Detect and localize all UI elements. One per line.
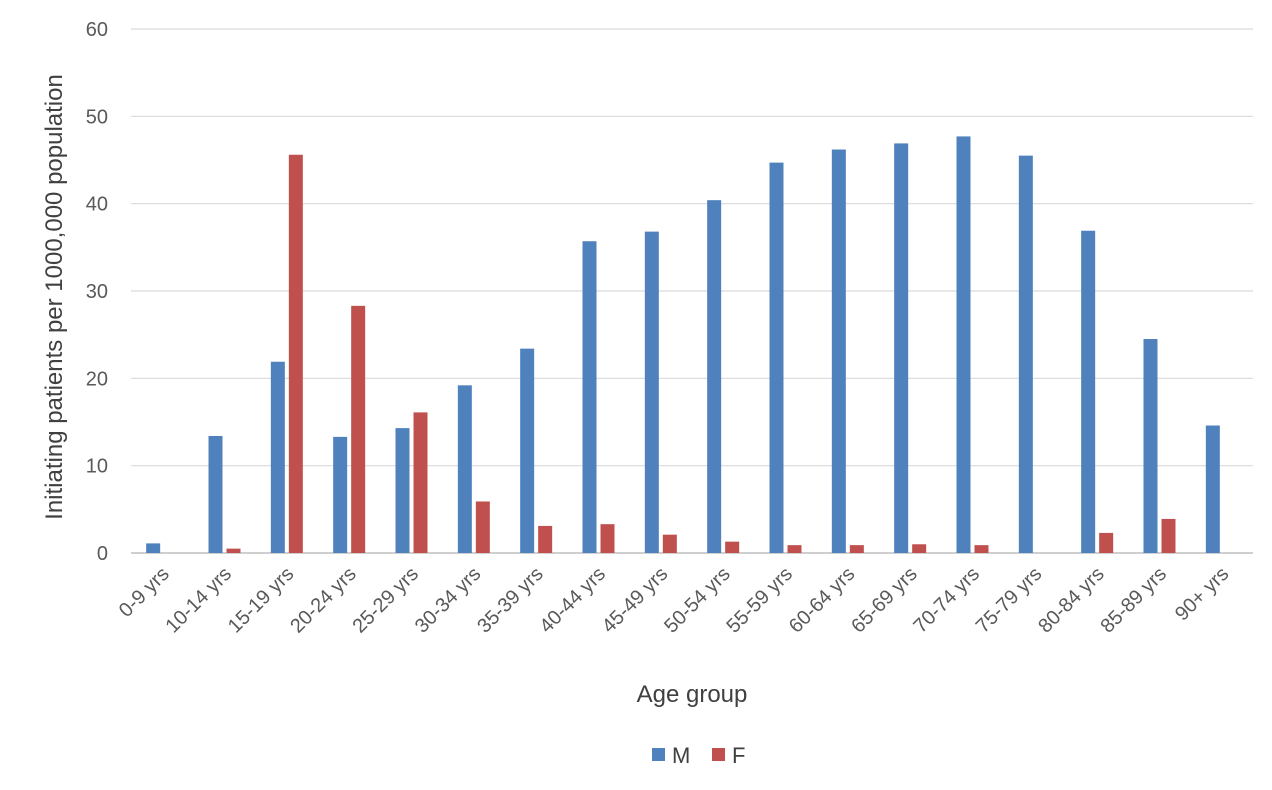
x-tick-label: 70-74 yrs xyxy=(910,563,985,638)
y-tick-label: 30 xyxy=(86,281,108,303)
x-tick-label: 25-29 yrs xyxy=(349,563,424,638)
bar-f-9 xyxy=(725,541,740,553)
y-tick-label: 20 xyxy=(86,368,108,390)
bar-f-16 xyxy=(1161,518,1176,553)
x-tick-label: 20-24 yrs xyxy=(286,563,361,638)
x-tick-label: 0-9 yrs xyxy=(115,563,174,622)
gridlines xyxy=(131,28,1253,554)
x-tick-label: 40-44 yrs xyxy=(536,563,611,638)
bar-f-1 xyxy=(226,548,241,553)
bar-f-4 xyxy=(413,412,428,553)
x-tick-label: 10-14 yrs xyxy=(162,563,237,638)
bar-m-3 xyxy=(333,436,348,553)
bar-f-8 xyxy=(662,534,677,553)
x-tick-label: 50-54 yrs xyxy=(660,563,735,638)
x-tick-label: 85-89 yrs xyxy=(1097,563,1172,638)
bar-f-3 xyxy=(351,305,366,553)
bar-m-8 xyxy=(644,231,659,553)
bar-f-10 xyxy=(787,545,802,553)
bar-m-5 xyxy=(457,385,472,553)
x-tick-label: 55-59 yrs xyxy=(723,563,798,638)
bar-m-13 xyxy=(956,136,971,554)
legend-label-m: M xyxy=(672,743,690,768)
bar-m-4 xyxy=(395,428,410,553)
bar-f-15 xyxy=(1099,532,1114,553)
bar-f-11 xyxy=(849,545,864,553)
bar-m-12 xyxy=(894,143,909,553)
bar-m-2 xyxy=(270,361,285,553)
y-tick-label: 0 xyxy=(97,543,108,565)
legend-swatch-f xyxy=(712,748,725,761)
x-tick-label: 90+ yrs xyxy=(1171,563,1233,625)
bar-m-16 xyxy=(1143,339,1158,553)
y-axis-ticks: 0 10 20 30 40 50 60 xyxy=(86,19,108,565)
bar-m-6 xyxy=(520,348,535,553)
bar-f-6 xyxy=(538,525,553,553)
x-tick-label: 75-79 yrs xyxy=(972,563,1047,638)
bar-m-9 xyxy=(707,200,722,553)
x-tick-label: 15-19 yrs xyxy=(224,563,299,638)
bar-m-1 xyxy=(208,435,223,553)
bar-m-17 xyxy=(1205,425,1220,553)
bar-f-7 xyxy=(600,524,615,553)
bar-f-13 xyxy=(974,545,989,553)
x-tick-label: 45-49 yrs xyxy=(598,563,673,638)
bar-m-15 xyxy=(1081,230,1096,554)
y-tick-label: 60 xyxy=(86,19,108,41)
x-tick-label: 80-84 yrs xyxy=(1034,563,1109,638)
y-tick-label: 10 xyxy=(86,456,108,478)
x-tick-label: 30-34 yrs xyxy=(411,563,486,638)
bar-m-11 xyxy=(831,149,846,553)
bars xyxy=(146,136,1220,554)
legend-swatch-m xyxy=(652,748,665,761)
x-tick-label: 35-39 yrs xyxy=(473,563,548,638)
bar-m-7 xyxy=(582,241,597,553)
x-tick-label: 65-69 yrs xyxy=(847,563,922,638)
bar-m-14 xyxy=(1018,155,1033,553)
bar-f-12 xyxy=(912,544,927,553)
y-axis-title: Initiating patients per 1000,000 populat… xyxy=(41,74,68,520)
bar-f-2 xyxy=(288,154,303,553)
bar-m-10 xyxy=(769,162,784,553)
y-tick-label: 40 xyxy=(86,194,108,216)
x-axis-title: Age group xyxy=(637,681,748,708)
y-tick-label: 50 xyxy=(86,106,108,128)
x-tick-label: 60-64 yrs xyxy=(785,563,860,638)
bar-f-5 xyxy=(475,501,490,553)
legend-label-f: F xyxy=(732,743,745,768)
bar-m-0 xyxy=(146,543,161,553)
